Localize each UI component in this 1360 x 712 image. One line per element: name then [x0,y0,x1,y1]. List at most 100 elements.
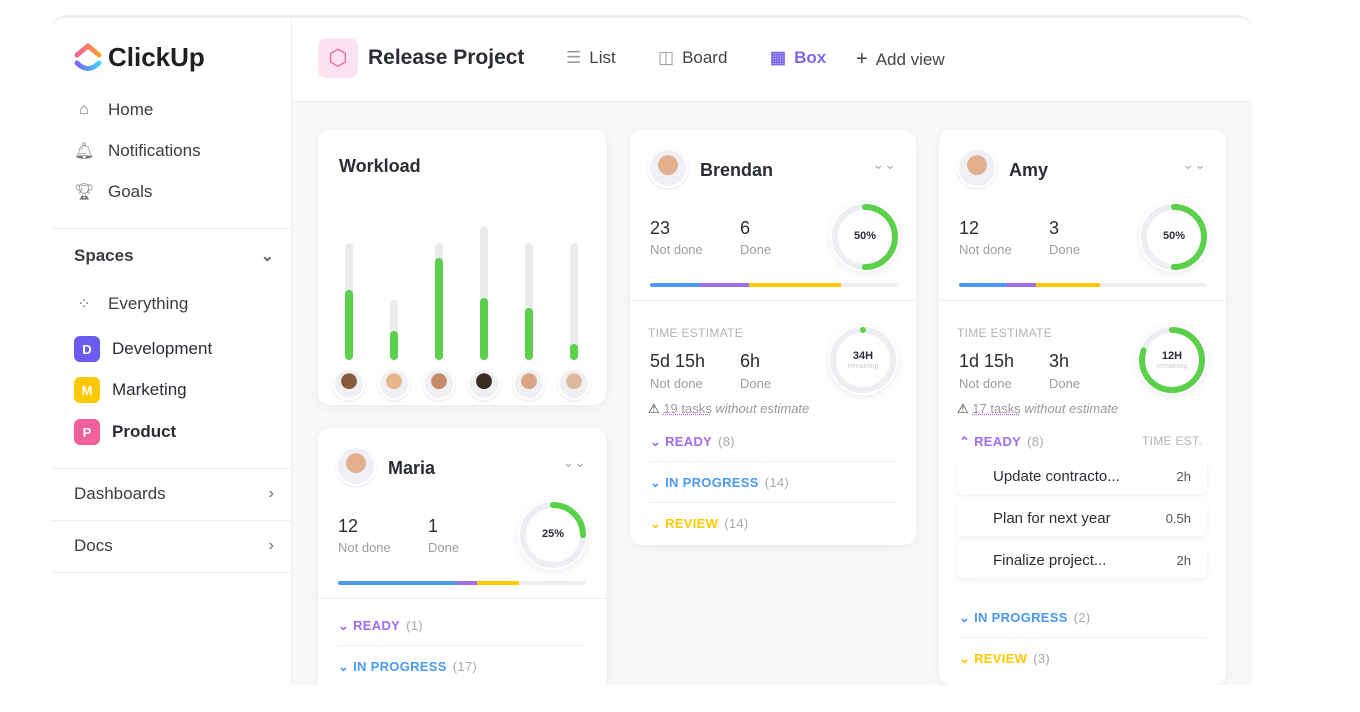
nav-dashboards[interactable]: Dashboards › [74,484,274,503]
person-name: Amy [1009,160,1049,180]
progress-ring: 34H remaining [828,325,898,395]
not-done-count: 12 [338,516,359,536]
nav-home[interactable]: ⌂ Home [74,100,153,120]
divider [959,637,1207,638]
nav-goals[interactable]: 🏆︎ Goals [74,182,153,201]
warning-icon: ⚠ [648,401,660,416]
clickup-logo: ClickUp [74,42,205,73]
status-group-in-progress[interactable]: ⌄ IN PROGRESS (14) [650,475,790,490]
ring-fill [1139,327,1205,393]
progress-ring: 50% [830,202,900,272]
avatar[interactable] [378,368,410,400]
add-view-button[interactable]: + Add view [856,48,945,70]
tasks-link[interactable]: 17 tasks [972,401,1021,416]
ring-fill [1141,204,1207,270]
not-done-label: Not done [650,242,703,257]
grid-dots-icon: ⁘ [77,296,91,313]
time-done: 3h [1049,351,1070,371]
workload-bar-track [570,243,578,360]
divider [318,598,606,599]
ring-fill [832,204,898,270]
task-row[interactable]: Update contracto... 2h [957,458,1207,494]
warning-text: without estimate [1024,401,1119,416]
spaces-header[interactable]: Spaces ⌄ [74,246,274,265]
status-group-ready[interactable]: ⌃ READY (8) [959,434,1044,449]
done-count: 6 [740,218,751,238]
nav-notifications[interactable]: 🔔︎ Notifications [74,141,201,160]
not-done-label: Not done [959,242,1012,257]
status-group-in-progress[interactable]: ⌄ IN PROGRESS (17) [338,659,478,674]
chevron-right-icon: › [268,537,274,554]
time-estimate-label: TIME ESTIMATE [648,326,744,340]
progress-ring: 50% [1139,202,1209,272]
sidebar: ClickUp ⌂ Home 🔔︎ Notifications 🏆︎ Goals Sp… [52,18,292,685]
status-progress-bar [650,283,898,287]
tab-list[interactable]: ☰ List [566,48,616,67]
workload-bar-track [390,299,398,360]
time-done: 6h [740,351,761,371]
page-title: Release Project [368,46,525,69]
status-group-ready[interactable]: ⌄ READY (8) [650,434,735,449]
avatar[interactable] [468,368,500,400]
bell-icon: 🔔︎ [74,143,95,160]
done-count: 1 [428,516,439,536]
status-progress-bar [959,283,1207,287]
not-done-count: 12 [959,218,980,238]
time-not-done: 5d 15h [650,351,706,371]
nav-docs[interactable]: Docs › [74,536,274,555]
status-group-review[interactable]: ⌄ REVIEW (3) [959,651,1050,666]
status-group-in-progress[interactable]: ⌄ IN PROGRESS (2) [959,610,1091,625]
workload-title: Workload [339,156,421,176]
done-label: Done [1049,376,1081,391]
workload-bar-fill [480,298,488,360]
person-name: Maria [388,458,436,478]
divider [338,645,586,646]
workload-card: Workload [318,130,606,405]
collapse-icon[interactable]: ⌄⌄ [872,156,896,172]
done-label: Done [740,242,772,257]
ring-fill [830,327,896,393]
workload-bar-fill [525,307,533,360]
plus-icon: + [856,48,868,70]
warning-icon: ⚠ [957,401,969,416]
header: ⬡ Release Project ☰ List ◫ Board ▦ Box + Add… [292,18,1252,102]
not-done-label: Not done [338,540,391,555]
avatar[interactable] [957,148,997,188]
done-label: Done [740,376,772,391]
collapse-icon[interactable]: ⌄⌄ [562,454,586,470]
divider [52,228,292,229]
space-everything[interactable]: ⁘ Everything [74,294,188,314]
workload-bar-fill [390,330,398,360]
avatar[interactable] [648,148,688,188]
progress-ring: 25% [518,500,588,570]
avatar[interactable] [558,368,590,400]
avatar[interactable] [336,446,376,486]
space-development[interactable]: D Development [74,336,212,362]
task-row[interactable]: Finalize project... 2h [957,542,1207,578]
space-product[interactable]: P Product [74,419,176,445]
tab-board[interactable]: ◫ Board [658,48,728,67]
divider [52,468,292,469]
home-icon: ⌂ [79,101,89,118]
avatar[interactable] [513,368,545,400]
status-group-ready[interactable]: ⌄ READY (1) [338,618,423,633]
cube-icon: ⬡ [318,38,358,78]
board-icon: ◫ [658,48,675,67]
done-label: Done [428,540,460,555]
missing-estimate-warning: ⚠ 19 tasks without estimate [648,401,809,417]
collapse-icon[interactable]: ⌄⌄ [1182,156,1206,172]
chevron-down-icon: ⌄ [260,248,274,265]
box-icon: ▦ [770,48,787,67]
tasks-link[interactable]: 19 tasks [663,401,712,416]
status-group-review[interactable]: ⌄ REVIEW (14) [650,516,749,531]
task-row[interactable]: Plan for next year 0.5h [957,500,1207,536]
status-progress-bar [338,581,586,585]
divider [650,502,898,503]
divider [650,461,898,462]
avatar[interactable] [333,368,365,400]
chevron-right-icon: › [268,485,274,502]
not-done-label: Not done [959,376,1012,391]
space-marketing[interactable]: M Marketing [74,377,187,403]
tab-box[interactable]: ▦ Box [770,48,827,67]
avatar[interactable] [423,368,455,400]
